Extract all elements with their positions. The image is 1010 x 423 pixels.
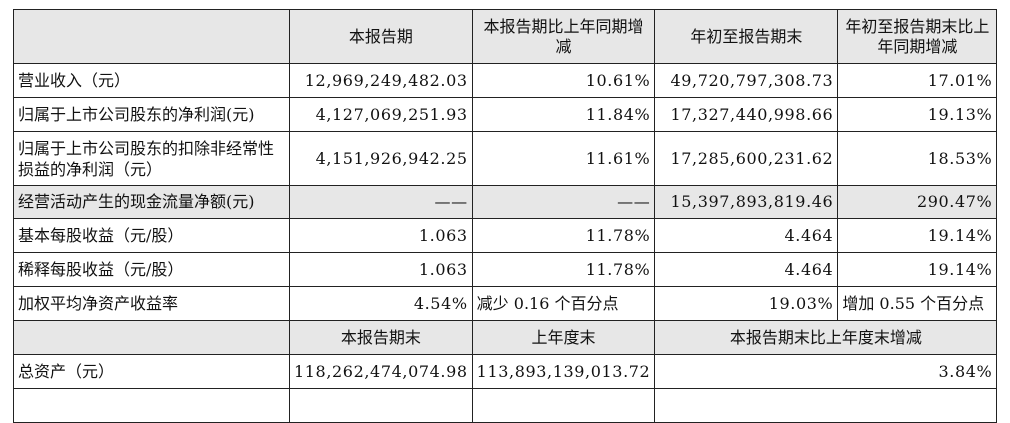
table-row: 总资产（元） 118,262,474,074.98 113,893,139,01… bbox=[13, 354, 998, 389]
row-label-text: 归属于上市公司股东的扣除非经常性损益的净利润（元） bbox=[18, 138, 275, 179]
table-row: 归属于上市公司股东的扣除非经常性损益的净利润（元） 4,151,926,942.… bbox=[13, 131, 998, 186]
cell-empty bbox=[654, 388, 998, 423]
cell-value: 1.063 bbox=[289, 252, 473, 287]
cell-value: 290.47% bbox=[837, 185, 998, 219]
row-label: 归属于上市公司股东的净利润(元) bbox=[13, 97, 290, 132]
subheader-blank-cell bbox=[13, 320, 290, 355]
table-row: 归属于上市公司股东的净利润(元) 4,127,069,251.93 11.84%… bbox=[13, 97, 998, 132]
cell-value: 11.78% bbox=[471, 252, 656, 287]
header-period-end-change: 本报告期末比上年度末增减 bbox=[654, 320, 998, 355]
cell-empty bbox=[289, 388, 473, 423]
row-label: 基本每股收益（元/股） bbox=[13, 218, 290, 253]
cell-value: 19.14% bbox=[837, 252, 998, 287]
cell-value: 4.54% bbox=[289, 286, 473, 321]
cell-value: 18.53% bbox=[837, 131, 998, 186]
financial-summary-table: 本报告期 本报告期比上年同期增减 年初至报告期末 年初至报告期末比上年同期增减 … bbox=[13, 9, 998, 423]
cell-value: —— bbox=[289, 185, 473, 219]
cell-empty bbox=[13, 388, 290, 423]
table-subheader-row: 本报告期末 上年度末 本报告期末比上年度末增减 bbox=[13, 320, 998, 355]
cell-value: 12,969,249,482.03 bbox=[289, 63, 473, 98]
cell-value: 增加 0.55 个百分点 bbox=[837, 286, 998, 321]
table-row: 加权平均净资产收益率 4.54% 减少 0.16 个百分点 19.03% 增加 … bbox=[13, 286, 998, 321]
cell-value: 118,262,474,074.98 bbox=[289, 354, 473, 389]
cell-value: 19.13% bbox=[837, 97, 998, 132]
table-row: 稀释每股收益（元/股） 1.063 11.78% 4.464 19.14% bbox=[13, 252, 998, 287]
table-row bbox=[13, 388, 998, 423]
cell-value: 3.84% bbox=[654, 354, 998, 389]
cell-value: 15,397,893,819.46 bbox=[654, 185, 839, 219]
cell-value: 49,720,797,308.73 bbox=[654, 63, 839, 98]
financial-summary-table-wrapper: 本报告期 本报告期比上年同期增减 年初至报告期末 年初至报告期末比上年同期增减 … bbox=[13, 9, 998, 423]
cell-value: 17,285,600,231.62 bbox=[654, 131, 839, 186]
header-prior-year-end: 上年度末 bbox=[471, 320, 656, 355]
row-label: 营业收入（元） bbox=[13, 63, 290, 98]
cell-value: 11.78% bbox=[471, 218, 656, 253]
cell-empty bbox=[471, 388, 656, 423]
row-label: 稀释每股收益（元/股） bbox=[13, 252, 290, 287]
cell-value: 4.464 bbox=[654, 252, 839, 287]
cell-value: 11.61% bbox=[471, 131, 656, 186]
header-current-period: 本报告期 bbox=[289, 9, 473, 64]
cell-value: 17.01% bbox=[837, 63, 998, 98]
row-label: 经营活动产生的现金流量净额(元) bbox=[13, 185, 290, 219]
cell-value: 4,151,926,942.25 bbox=[289, 131, 473, 186]
table-header-row: 本报告期 本报告期比上年同期增减 年初至报告期末 年初至报告期末比上年同期增减 bbox=[13, 9, 998, 64]
table-row: 营业收入（元） 12,969,249,482.03 10.61% 49,720,… bbox=[13, 63, 998, 98]
header-current-period-yoy: 本报告期比上年同期增减 bbox=[471, 9, 656, 64]
cell-value: 19.03% bbox=[654, 286, 839, 321]
row-label: 加权平均净资产收益率 bbox=[13, 286, 290, 321]
cell-value: 17,327,440,998.66 bbox=[654, 97, 839, 132]
cell-value: 113,893,139,013.72 bbox=[471, 354, 656, 389]
row-label: 总资产（元） bbox=[13, 354, 290, 389]
row-label: 归属于上市公司股东的扣除非经常性损益的净利润（元） bbox=[13, 131, 290, 186]
cell-value: 11.84% bbox=[471, 97, 656, 132]
header-ytd: 年初至报告期末 bbox=[654, 9, 839, 64]
header-ytd-yoy: 年初至报告期末比上年同期增减 bbox=[837, 9, 998, 64]
cell-value: 1.063 bbox=[289, 218, 473, 253]
table-row: 经营活动产生的现金流量净额(元) —— —— 15,397,893,819.46… bbox=[13, 185, 998, 219]
cell-value: 4,127,069,251.93 bbox=[289, 97, 473, 132]
header-blank-cell bbox=[13, 9, 290, 64]
table-row: 基本每股收益（元/股） 1.063 11.78% 4.464 19.14% bbox=[13, 218, 998, 253]
cell-value: 19.14% bbox=[837, 218, 998, 253]
cell-value: 4.464 bbox=[654, 218, 839, 253]
cell-value: —— bbox=[471, 185, 656, 219]
cell-value: 减少 0.16 个百分点 bbox=[471, 286, 656, 321]
cell-value: 10.61% bbox=[471, 63, 656, 98]
header-period-end: 本报告期末 bbox=[289, 320, 473, 355]
